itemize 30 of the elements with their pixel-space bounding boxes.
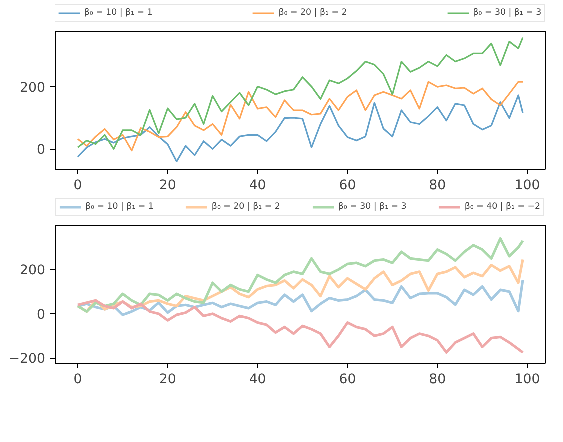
x-tick-label: 0 (74, 372, 82, 388)
legend-label: β₀ = 10 | β₁ = 1 (85, 202, 154, 212)
x-tick-label: 20 (159, 178, 176, 194)
legend-label: β₀ = 20 | β₁ = 2 (212, 202, 280, 212)
line-series (76, 278, 524, 316)
legend-label: β₀ = 10 | β₁ = 1 (84, 8, 153, 18)
legend-label: β₀ = 40 | β₁ = −2 (464, 202, 541, 212)
x-tick-label: 80 (429, 178, 446, 194)
x-tick-label: 60 (339, 372, 356, 388)
line-series (76, 237, 524, 314)
x-tick-label: 40 (249, 372, 266, 388)
x-tick-label: 100 (514, 178, 540, 194)
y-tick-label: −200 (8, 352, 46, 368)
line-series (76, 299, 524, 354)
line-series (77, 81, 524, 152)
legend-label: β₀ = 20 | β₁ = 2 (278, 8, 348, 18)
x-tick-label: 100 (514, 372, 540, 388)
x-tick-label: 20 (159, 372, 176, 388)
y-tick-label: 200 (20, 264, 46, 279)
x-tick-label: 0 (74, 178, 82, 194)
y-tick-label: 200 (20, 80, 46, 96)
y-tick-label: 0 (37, 308, 46, 323)
x-tick-label: 60 (339, 178, 356, 194)
y-tick-label: 0 (37, 143, 46, 158)
legend-label: β₀ = 30 | β₁ = 3 (473, 8, 542, 18)
legend-label: β₀ = 30 | β₁ = 3 (338, 202, 407, 212)
x-tick-label: 80 (429, 372, 446, 388)
x-tick-label: 40 (249, 178, 266, 194)
line-series (77, 36, 524, 150)
line-series (77, 94, 524, 162)
